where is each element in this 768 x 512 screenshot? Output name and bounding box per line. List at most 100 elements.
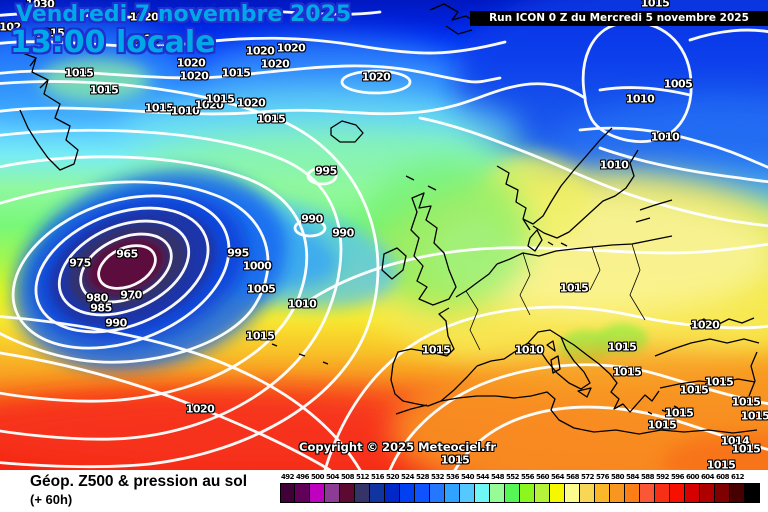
legend-value: 504 [325, 473, 340, 481]
legend-swatch [310, 483, 325, 503]
pressure-label: 1015 [731, 442, 761, 456]
pressure-label: 1020 [245, 44, 275, 58]
pressure-label: 1005 [663, 77, 693, 91]
legend-cell: 528 [415, 473, 430, 503]
legend-value: 512 [355, 473, 370, 481]
legend-cell: 532 [430, 473, 445, 503]
model-run-banner: Run ICON 0 Z du Mercredi 5 novembre 2025 [470, 11, 768, 26]
legend-value [745, 473, 760, 483]
valid-time-label: 13:00 locale [10, 25, 216, 60]
legend-swatch [490, 483, 505, 503]
legend-value: 536 [445, 473, 460, 481]
legend-value: 528 [415, 473, 430, 481]
legend-value: 500 [310, 473, 325, 481]
legend-swatch [580, 483, 595, 503]
legend-swatch [730, 483, 745, 503]
legend-value: 492 [280, 473, 295, 481]
pressure-label: 1015 [205, 92, 235, 106]
pressure-label: 1015 [440, 453, 470, 467]
legend-value: 588 [640, 473, 655, 481]
pressure-labels: 1030 102 1020 1015 1020 1015 1015 1015 1020 1020 1… [0, 0, 768, 472]
legend-swatch [475, 483, 490, 503]
pressure-label: 1010 [170, 104, 200, 118]
legend-value: 612 [730, 473, 745, 481]
valid-date-label: Vendredi 7 novembre 2025 [16, 2, 352, 27]
pressure-label: 990 [301, 212, 323, 226]
legend-cell: 608 [715, 473, 730, 503]
legend-value: 532 [430, 473, 445, 481]
map-canvas: 1030 102 1020 1015 1020 1015 1015 1015 1020 1020 1… [0, 0, 768, 472]
pressure-label: 965 [116, 247, 138, 261]
pressure-label: 1015 [421, 343, 451, 357]
map-svg [0, 0, 768, 470]
pressure-label: 1020 [276, 41, 306, 55]
legend-swatch [505, 483, 520, 503]
legend-cell: 508 [340, 473, 355, 503]
legend-value: 576 [595, 473, 610, 481]
pressure-label: 1015 [664, 406, 694, 420]
map-title: Géop. Z500 & pression au sol [30, 473, 248, 490]
pressure-label: 1015 [612, 365, 642, 379]
pressure-label: 1015 [731, 395, 761, 409]
legend-cell: 580 [610, 473, 625, 503]
pressure-label: 975 [69, 256, 91, 270]
color-field-blobs [0, 0, 768, 470]
copyright-label: Copyright © 2025 Meteociel.fr [299, 440, 497, 454]
legend-value: 540 [460, 473, 475, 481]
legend-cell: 560 [535, 473, 550, 503]
pressure-label: 1020 [179, 69, 209, 83]
pressure-label: 1010 [514, 343, 544, 357]
pressure-label: 1014 [720, 434, 750, 448]
pressure-label: 990 [105, 316, 127, 330]
pressure-label: 1010 [287, 297, 317, 311]
pressure-label: 1020 [129, 10, 159, 24]
pressure-label: 1015 [144, 101, 174, 115]
legend-swatch [700, 483, 715, 503]
pressure-label: 1020 [236, 96, 266, 110]
legend-value: 592 [655, 473, 670, 481]
legend-cell: 612 [730, 473, 745, 503]
legend-cell: 564 [550, 473, 565, 503]
legend-cell: 540 [460, 473, 475, 503]
legend-value: 608 [715, 473, 730, 481]
legend-swatch [295, 483, 310, 503]
legend-value: 556 [520, 473, 535, 481]
legend-cell: 524 [400, 473, 415, 503]
legend-swatch [715, 483, 730, 503]
pressure-label: 1020 [194, 98, 224, 112]
legend-swatch [610, 483, 625, 503]
legend-value: 600 [685, 473, 700, 481]
pressure-label: 1015 [89, 83, 119, 97]
legend-cell: 492 [280, 473, 295, 503]
pressure-label: 1010 [650, 130, 680, 144]
legend-cell: 496 [295, 473, 310, 503]
legend-value: 560 [535, 473, 550, 481]
legend-swatch [325, 483, 340, 503]
legend-swatch [460, 483, 475, 503]
legend-swatch [640, 483, 655, 503]
legend-cell [745, 473, 760, 503]
coastlines [9, 3, 760, 435]
pressure-label: 102 [0, 20, 21, 34]
forecast-lead-time: (+ 60h) [30, 492, 73, 507]
legend-cell: 504 [325, 473, 340, 503]
legend-swatch [430, 483, 445, 503]
pressure-label: 995 [227, 246, 249, 260]
legend-cell: 576 [595, 473, 610, 503]
pressure-label: 1020 [690, 318, 720, 332]
pressure-label: 1020 [129, 32, 159, 46]
legend-value: 604 [700, 473, 715, 481]
legend-swatch [685, 483, 700, 503]
pressure-label: 1015 [35, 26, 65, 40]
legend-value: 572 [580, 473, 595, 481]
legend-cell: 512 [355, 473, 370, 503]
legend-cell: 536 [445, 473, 460, 503]
footer-bar: Géop. Z500 & pression au sol (+ 60h) 492… [0, 470, 768, 512]
pressure-label: 1010 [625, 92, 655, 106]
pressure-label: 1010 [599, 158, 629, 172]
low-pressure-core [86, 237, 166, 295]
legend-value: 520 [385, 473, 400, 481]
legend-value: 552 [505, 473, 520, 481]
isobar-contours [0, 9, 768, 470]
pressure-label: 1005 [246, 282, 276, 296]
